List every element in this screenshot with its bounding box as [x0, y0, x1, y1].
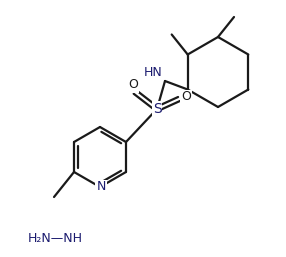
Text: O: O: [181, 90, 191, 104]
Text: H₂N—NH: H₂N—NH: [28, 233, 83, 245]
Text: HN: HN: [144, 66, 162, 78]
Text: N: N: [96, 180, 106, 194]
Text: S: S: [153, 102, 161, 116]
Text: O: O: [128, 78, 138, 91]
